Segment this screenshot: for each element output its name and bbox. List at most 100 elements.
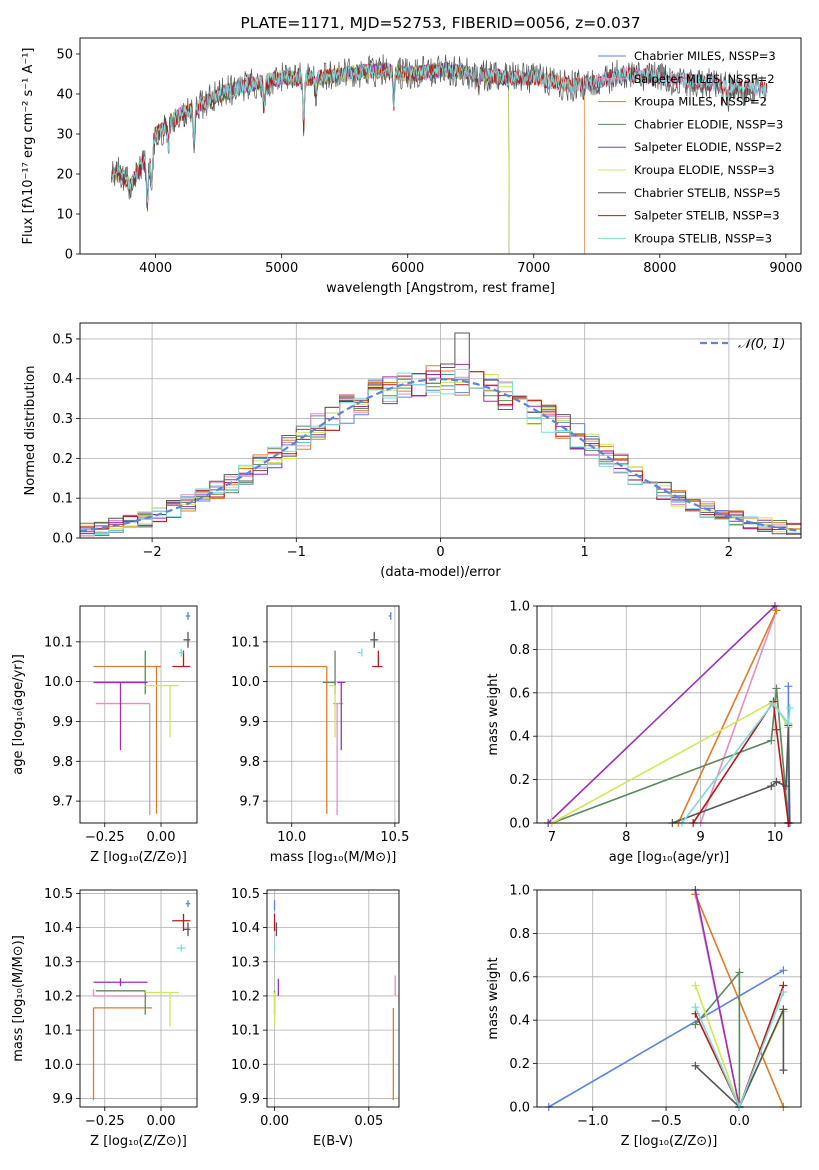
x-tick-label: 2 (725, 545, 733, 560)
weight-marker (779, 966, 788, 975)
legend-entry: Kroupa STELIB, NSSP=3 (634, 231, 772, 245)
axes-mass-vs-Z: −0.25 0.00 9.9 10.0 10.1 10.2 10.3 10.4 10.5 Z [l… (11, 887, 198, 1149)
x-tick-label: 8000 (643, 261, 676, 276)
x-tick-label: 1 (581, 545, 589, 560)
y-tick-label: 30 (56, 128, 73, 143)
y-tick-label: 9.9 (52, 1092, 73, 1107)
legend-entry: Kroupa ELODIE, NSSP=3 (634, 163, 775, 177)
weight-marker (779, 1066, 788, 1075)
weight-marker (691, 1020, 700, 1029)
x-tick-label: −0.25 (85, 1114, 125, 1129)
y-tick-label: 9.9 (239, 1092, 260, 1107)
axes-mass-weight-vs-Z: −1.0 −0.5 0.0 0.0 0.2 0.4 0.6 0.8 1.0 Z [log₁₀(Z/… (486, 884, 802, 1149)
x-tick-label: −1.0 (577, 1114, 609, 1129)
y-tick-label: 0.2 (509, 1057, 530, 1072)
weight-marker (772, 684, 781, 693)
axes-residuals: −2 −1 0 1 2 0.0 0.1 0.2 0.3 0.4 0.5 (data-model)/er… (23, 322, 802, 580)
histograms (80, 332, 801, 537)
y-tick-label: 10.0 (44, 675, 73, 690)
chart-title: PLATE=1171, MJD=52753, FIBERID=0056, z=0… (240, 14, 640, 32)
x-axis-label: wavelength [Angstrom, rest frame] (326, 281, 555, 296)
weight-line (694, 1009, 785, 1109)
y-tick-label: 10.3 (44, 955, 73, 970)
weight-marker (691, 981, 700, 990)
y-tick-label: 10.1 (44, 635, 73, 650)
y-tick-label: 40 (56, 88, 73, 103)
y-tick-label: 0 (65, 248, 73, 263)
y-tick-label: 10.3 (231, 955, 260, 970)
x-tick-label: 0.05 (354, 1114, 383, 1129)
y-tick-label: 10.1 (231, 1024, 260, 1039)
x-tick-label: 10 (767, 830, 784, 845)
y-tick-label: 0.1 (52, 492, 73, 507)
x-axis-label: E(B-V) (313, 1134, 353, 1149)
legend-entry: Chabrier STELIB, NSSP=5 (634, 186, 781, 200)
weight-marker (779, 987, 788, 996)
histogram-steps (80, 368, 801, 536)
y-tick-label: 0.2 (509, 773, 530, 788)
axes-spectrum: 4000 5000 6000 7000 8000 9000 0 10 20 30 40 50 PLATE… (21, 14, 802, 296)
y-tick-label: 0.8 (509, 643, 530, 658)
weight-marker (784, 719, 793, 728)
axes-age-vs-Z: −0.25 0.00 9.7 9.8 9.9 10.0 10.1 Z [log₁₀(Z/Z⊙)… (11, 605, 198, 865)
y-tick-label: 0.3 (52, 412, 73, 427)
x-tick-label: 10.0 (277, 830, 306, 845)
x-axis-label: Z [log₁₀(Z/Z⊙)] (90, 850, 187, 865)
y-tick-label: 9.7 (239, 795, 260, 810)
x-axis-label: mass [log₁₀(M/M⊙)] (270, 850, 397, 865)
weight-marker (767, 782, 776, 791)
y-tick-label: 0.6 (509, 686, 530, 701)
x-tick-label: 0.00 (260, 1114, 289, 1129)
spectrum-line (111, 62, 768, 203)
x-tick-label: −1 (287, 545, 306, 560)
x-tick-label: 9000 (769, 261, 802, 276)
spectrum-line (111, 62, 510, 254)
y-tick-label: 0.6 (509, 970, 530, 985)
x-tick-label: 0.0 (729, 1114, 750, 1129)
spectrum-line (111, 62, 510, 254)
weight-marker (768, 699, 777, 708)
y-tick-label: 1.0 (509, 600, 530, 615)
weight-line (672, 725, 791, 824)
x-tick-label: 10.5 (380, 830, 409, 845)
y-tick-label: 9.9 (239, 715, 260, 730)
axes-frame (79, 37, 802, 255)
y-tick-label: 0.4 (52, 372, 73, 387)
y-tick-label: 50 (56, 48, 73, 63)
y-tick-label: 10.5 (231, 887, 260, 902)
weight-line (677, 609, 778, 824)
legend-entry: 𝒩(0, 1) (738, 337, 785, 352)
x-tick-label: 0.00 (147, 1114, 176, 1129)
weight-line (694, 889, 741, 1108)
legend-entry: Kroupa MILES, NSSP=2 (634, 95, 767, 109)
histogram-steps (80, 370, 801, 534)
axes-frame (266, 605, 400, 824)
weight-marker (772, 606, 781, 615)
weight-marker (772, 725, 781, 734)
weight-marker (772, 777, 781, 786)
y-tick-label: 0.0 (52, 532, 73, 547)
axes-frame (536, 889, 802, 1108)
y-tick-label: 10 (56, 208, 73, 223)
axes-age-vs-mass: 10.0 10.5 9.7 9.8 9.9 10.0 10.1 mass [log₁₀(M/M… (231, 605, 409, 865)
weight-marker (779, 1005, 788, 1014)
y-tick-label: 0.4 (509, 1014, 530, 1029)
x-tick-label: 6000 (391, 261, 424, 276)
axes-frame (79, 322, 802, 539)
weight-line (692, 699, 790, 824)
x-tick-label: −0.25 (85, 830, 125, 845)
y-axis-label: Normed distribution (23, 366, 38, 496)
legend-entry: Chabrier ELODIE, NSSP=3 (634, 117, 783, 131)
x-tick-label: 0.00 (147, 830, 176, 845)
y-tick-label: 10.2 (44, 989, 73, 1004)
y-tick-label: 10.0 (231, 1058, 260, 1073)
weight-marker (691, 1003, 700, 1012)
y-tick-label: 10.5 (44, 887, 73, 902)
y-tick-label: 10.0 (44, 1058, 73, 1073)
normal-curve (80, 378, 801, 533)
axes-mass-vs-ebv: 0.00 0.05 9.9 10.0 10.1 10.2 10.3 10.4 10.5 E(B-V… (231, 887, 400, 1149)
y-axis-label: mass [log₁₀(M/M⊙)] (11, 935, 26, 1062)
y-tick-label: 9.9 (52, 715, 73, 730)
axes-frame (266, 889, 400, 1108)
